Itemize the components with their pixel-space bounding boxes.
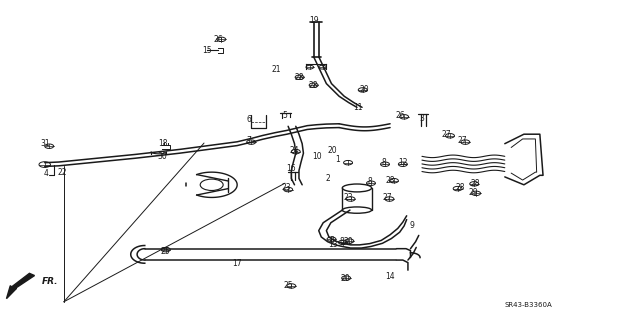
Text: 24: 24 <box>290 145 300 154</box>
Text: 28: 28 <box>385 175 395 185</box>
Text: 23: 23 <box>344 193 353 202</box>
Text: 26: 26 <box>396 111 405 120</box>
Text: 8: 8 <box>367 177 372 186</box>
Text: 27: 27 <box>458 136 468 145</box>
Text: 16: 16 <box>287 165 296 174</box>
Polygon shape <box>6 273 35 299</box>
Text: 28: 28 <box>295 73 305 82</box>
Text: 11: 11 <box>353 103 363 112</box>
Text: 26: 26 <box>213 35 223 44</box>
Text: 28: 28 <box>456 183 465 192</box>
Text: 1: 1 <box>335 155 340 164</box>
Text: SR43-B3360A: SR43-B3360A <box>505 302 552 308</box>
Text: 27: 27 <box>442 130 451 139</box>
Text: 15: 15 <box>202 46 211 55</box>
Text: 27: 27 <box>382 193 392 202</box>
Text: 14: 14 <box>385 272 395 281</box>
Text: 6: 6 <box>246 115 251 124</box>
Text: 20: 20 <box>360 85 369 94</box>
Text: 21: 21 <box>272 65 282 74</box>
Text: 20: 20 <box>340 274 350 283</box>
Text: 7: 7 <box>246 136 251 145</box>
Text: 19: 19 <box>309 16 319 25</box>
Text: 13: 13 <box>328 241 337 249</box>
Text: 20: 20 <box>328 145 337 154</box>
Text: 17: 17 <box>232 259 242 268</box>
Text: 12: 12 <box>398 158 408 167</box>
Text: 5: 5 <box>282 111 287 120</box>
Text: 30: 30 <box>157 152 167 161</box>
Text: 18: 18 <box>159 139 168 148</box>
Text: 28: 28 <box>309 81 318 90</box>
Text: 23: 23 <box>282 183 291 192</box>
Text: 28: 28 <box>471 179 480 188</box>
Text: 25: 25 <box>161 247 171 256</box>
Text: 8: 8 <box>340 237 345 246</box>
Text: 25: 25 <box>284 281 293 291</box>
Text: 8: 8 <box>381 158 386 167</box>
Text: 22: 22 <box>57 168 67 177</box>
Text: 3: 3 <box>419 114 424 123</box>
Text: 2: 2 <box>326 174 331 183</box>
Text: FR.: FR. <box>42 278 59 286</box>
Text: 29: 29 <box>468 188 477 197</box>
Text: 4: 4 <box>44 169 49 178</box>
Text: 10: 10 <box>312 152 322 161</box>
Text: 9: 9 <box>410 221 415 230</box>
Text: 20: 20 <box>344 237 353 246</box>
Text: 8: 8 <box>329 236 334 245</box>
Text: 31: 31 <box>40 139 49 148</box>
